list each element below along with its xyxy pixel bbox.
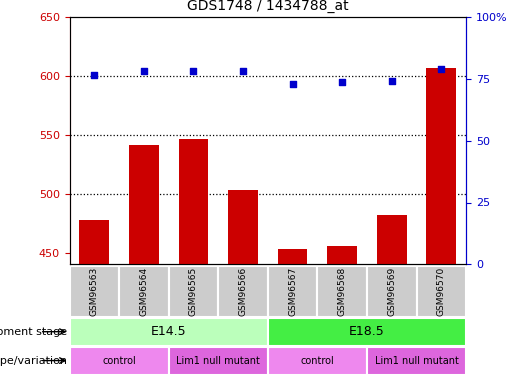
- Point: [239, 68, 247, 74]
- Bar: [168, 346, 268, 375]
- Text: genotype/variation: genotype/variation: [0, 356, 67, 366]
- Text: E18.5: E18.5: [349, 325, 385, 338]
- Bar: [367, 346, 466, 375]
- Text: GSM96570: GSM96570: [437, 267, 446, 316]
- Bar: [268, 266, 317, 317]
- Text: Lim1 null mutant: Lim1 null mutant: [176, 356, 260, 366]
- Text: E14.5: E14.5: [151, 325, 186, 338]
- Point: [388, 78, 396, 84]
- Bar: [179, 140, 208, 264]
- Title: GDS1748 / 1434788_at: GDS1748 / 1434788_at: [187, 0, 349, 13]
- Text: Lim1 null mutant: Lim1 null mutant: [374, 356, 458, 366]
- Bar: [268, 318, 466, 346]
- Bar: [426, 68, 456, 264]
- Text: GSM96564: GSM96564: [140, 267, 148, 316]
- Point: [140, 68, 148, 74]
- Bar: [417, 266, 466, 317]
- Bar: [129, 146, 159, 264]
- Text: GSM96568: GSM96568: [338, 267, 347, 316]
- Point: [90, 72, 98, 78]
- Text: control: control: [102, 356, 136, 366]
- Bar: [218, 266, 268, 317]
- Text: GSM96567: GSM96567: [288, 267, 297, 316]
- Text: GSM96565: GSM96565: [189, 267, 198, 316]
- Bar: [79, 220, 109, 264]
- Bar: [119, 266, 168, 317]
- Bar: [317, 266, 367, 317]
- Bar: [268, 346, 367, 375]
- Bar: [70, 318, 268, 346]
- Point: [437, 66, 445, 72]
- Text: GSM96569: GSM96569: [387, 267, 396, 316]
- Bar: [70, 266, 119, 317]
- Point: [190, 68, 198, 74]
- Text: GSM96566: GSM96566: [238, 267, 248, 316]
- Bar: [228, 190, 258, 264]
- Bar: [278, 249, 307, 264]
- Text: GSM96563: GSM96563: [90, 267, 99, 316]
- Text: control: control: [300, 356, 334, 366]
- Bar: [70, 346, 168, 375]
- Bar: [377, 215, 406, 264]
- Bar: [367, 266, 417, 317]
- Point: [288, 81, 297, 87]
- Point: [338, 80, 346, 86]
- Bar: [168, 266, 218, 317]
- Text: development stage: development stage: [0, 327, 67, 337]
- Bar: [328, 246, 357, 264]
